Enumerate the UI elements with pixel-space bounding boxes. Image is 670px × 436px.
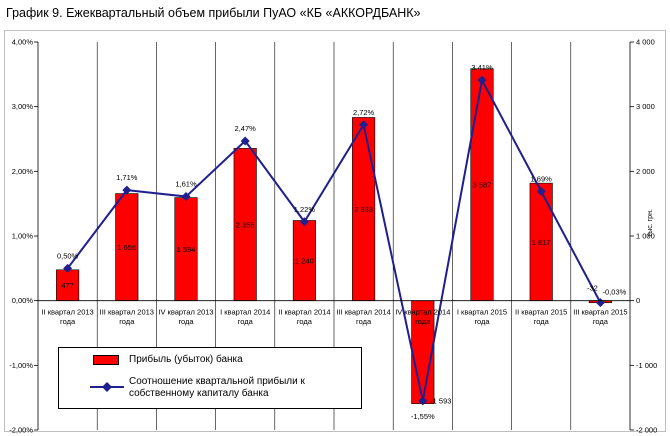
left-tick-label: 1,00% xyxy=(12,232,34,241)
category-label-line: II квартал 2013 xyxy=(41,308,93,317)
bar-value-label: 2 355 xyxy=(236,221,255,230)
category-label-line: года xyxy=(60,317,76,326)
bar-layer xyxy=(56,68,612,404)
grid-layer xyxy=(96,42,572,430)
legend-swatch-bar xyxy=(93,355,119,365)
ratio-point xyxy=(477,75,487,85)
legend-item-ratio: Соотношение квартальной прибыли к собств… xyxy=(59,374,361,408)
chart-title: График 9. Ежеквартальный объем прибыли П… xyxy=(6,6,421,20)
category-label-line: года xyxy=(178,317,194,326)
ratio-value-label: 1,61% xyxy=(175,180,197,189)
category-label-line: года xyxy=(238,317,254,326)
axis-layer: 4,00% 3,00% 2,00% 1,00% 0,00% -1,00% -2,00% 4 0… xyxy=(9,38,657,435)
left-tick-label: -2,00% xyxy=(9,426,33,435)
category-label-line: II квартал 2014 xyxy=(278,308,330,317)
left-tick-label: 2,00% xyxy=(12,167,34,176)
ratio-point xyxy=(536,186,546,196)
ratio-point xyxy=(299,217,309,227)
left-tick-label: -1,00% xyxy=(9,361,33,370)
ratio-value-label: -1,55% xyxy=(411,412,435,421)
right-tick-label: 1 000 xyxy=(636,232,655,241)
bar-value-label: 1 594 xyxy=(177,245,196,254)
ratio-value-label: 1,69% xyxy=(531,174,553,183)
right-tick-label: 2 000 xyxy=(636,167,655,176)
category-label-line: года xyxy=(415,317,431,326)
bar-value-label: 1 656 xyxy=(117,243,136,252)
right-tick-label: 0 xyxy=(636,296,640,305)
ratio-value-label: 2,47% xyxy=(235,124,257,133)
left-tick-label: 3,00% xyxy=(12,102,34,111)
ratio-value-label: -0,03% xyxy=(603,288,627,297)
category-label: IV квартал 2014 года xyxy=(395,308,450,327)
bar-value-label: 477 xyxy=(61,281,74,290)
bar-value-label: -1 593 xyxy=(430,397,451,406)
category-label-line: года xyxy=(534,317,550,326)
category-label-line: I квартал 2014 xyxy=(220,308,270,317)
ratio-point xyxy=(181,192,191,202)
category-label: II квартал 2015 года xyxy=(515,308,567,327)
category-label: IV квартал 2013 года xyxy=(158,308,213,327)
category-label: I квартал 2014 года xyxy=(220,308,270,327)
ratio-value-label: 1,71% xyxy=(116,173,138,182)
category-label-line: II квартал 2015 xyxy=(515,308,567,317)
category-label-line: IV квартал 2014 xyxy=(395,308,450,317)
left-tick-label: 0,00% xyxy=(12,296,34,305)
category-label-line: года xyxy=(474,317,490,326)
ratio-value-label: 0,50% xyxy=(57,251,79,260)
category-label-line: года xyxy=(356,317,372,326)
right-tick-label: 4 000 xyxy=(636,38,655,47)
category-label: III квартал 2013 года xyxy=(100,308,154,327)
ratio-line xyxy=(66,77,602,402)
category-label-line: III квартал 2013 xyxy=(100,308,154,317)
right-axis-title: тыс. грн. xyxy=(647,209,654,237)
ratio-point xyxy=(418,396,428,406)
category-label: I квартал 2015 года xyxy=(457,308,507,327)
legend-label-profit: Прибыль (убыток) банка xyxy=(129,354,243,365)
category-label: III квартал 2014 года xyxy=(336,308,390,327)
category-label-line: года xyxy=(297,317,313,326)
chart-frame xyxy=(4,30,666,432)
legend-swatch-line xyxy=(90,382,124,392)
ratio-point xyxy=(240,136,250,146)
right-tick-label: -2 000 xyxy=(636,426,657,435)
category-label-line: III квартал 2015 xyxy=(573,308,627,317)
left-tick-label: 4,00% xyxy=(12,38,34,47)
bar-value-label: 3 587 xyxy=(473,181,492,190)
bar-value-label: -32 xyxy=(587,284,598,293)
category-label-line: года xyxy=(119,317,135,326)
category-label-line: года xyxy=(593,317,609,326)
bar-value-label: 1 817 xyxy=(532,238,551,247)
ratio-point xyxy=(595,298,605,308)
category-label: II квартал 2013 года xyxy=(41,308,93,327)
legend: Прибыль (убыток) банка Соотношение кварт… xyxy=(58,347,362,409)
ratio-point xyxy=(122,185,132,195)
legend-item-profit: Прибыль (убыток) банка xyxy=(59,348,361,372)
category-label: II квартал 2014 года xyxy=(278,308,330,327)
right-tick-label: -1 000 xyxy=(636,361,657,370)
ratio-value-label: 2,72% xyxy=(353,108,375,117)
line-layer xyxy=(63,75,605,406)
legend-label-ratio: Соотношение квартальной прибыли к собств… xyxy=(129,376,305,399)
category-label-line: IV квартал 2013 xyxy=(158,308,213,317)
category-label: III квартал 2015 года xyxy=(573,308,627,327)
right-tick-label: 3 000 xyxy=(636,102,655,111)
category-label-line: III квартал 2014 xyxy=(336,308,390,317)
ratio-value-label: 1,22% xyxy=(294,205,316,214)
ratio-point xyxy=(359,120,369,130)
category-label-line: I квартал 2015 xyxy=(457,308,507,317)
bar-value-label: 2 833 xyxy=(354,205,373,214)
ratio-point xyxy=(63,263,73,273)
bar-value-label: 1 240 xyxy=(295,257,314,266)
ratio-value-label: 3,41% xyxy=(471,63,493,72)
